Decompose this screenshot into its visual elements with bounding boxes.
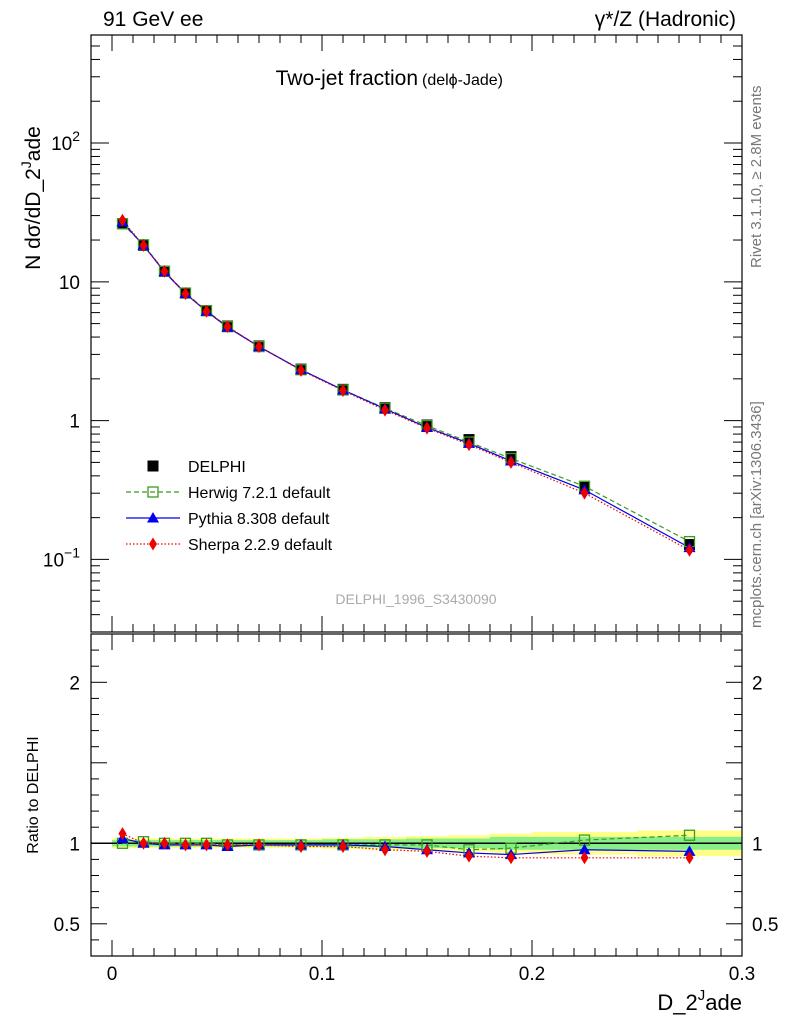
sherpa-point-7 <box>297 363 305 377</box>
sherpa-ratio-point-1 <box>139 836 148 850</box>
axis-ticks <box>90 34 743 957</box>
ratio-y-tick-label: 0.5 <box>54 915 80 936</box>
ratio-y-tick-label: 2 <box>69 673 80 694</box>
ratio-y-tick-label-right: 0.5 <box>752 915 778 936</box>
rivet-version-label: Rivet 3.1.10, ≥ 2.8M events <box>748 85 765 269</box>
ratio-y-tick-label: 1 <box>69 834 80 855</box>
x-axis-label: D_2Jade <box>657 987 742 1015</box>
sherpa-ratio-point-6 <box>255 838 263 852</box>
sherpa-point-9 <box>381 403 389 417</box>
chart-title: Two-jet fraction <box>276 67 418 90</box>
sherpa-ratio-point-9 <box>381 843 389 857</box>
ratio-y-axis-label: Ratio to DELPHI <box>25 736 42 853</box>
sherpa-point-6 <box>255 340 263 354</box>
sherpa-point-5 <box>223 320 232 334</box>
herwig-ratio-point-14 <box>683 829 696 841</box>
legend-marker-0 <box>147 460 159 472</box>
x-tick-label: 0.2 <box>519 964 545 985</box>
sherpa-point-0 <box>118 213 127 227</box>
axis-tick-labels: 0 0.1 0.2 0.3 10−1 1 10 102 0.5 0.5 1 1 2 2 <box>43 128 779 985</box>
sherpa-point-12 <box>507 455 515 469</box>
sherpa-point-14 <box>685 543 694 557</box>
sherpa-point-1 <box>139 238 148 252</box>
legend: DELPHI Herwig 7.2.1 default Pythia 8.308 d… <box>126 459 333 554</box>
sherpa-ratio-point-13 <box>580 851 589 865</box>
y-tick-label: 102 <box>51 128 80 155</box>
sherpa-point-10 <box>423 421 431 435</box>
y-tick-label: 10 <box>59 273 80 294</box>
x-tick-label: 0.3 <box>729 964 755 985</box>
sherpa-point-13 <box>580 486 589 500</box>
legend-label-0: DELPHI <box>188 459 246 476</box>
sherpa-ratio-point-5 <box>223 838 232 852</box>
sherpa-ratio-point-4 <box>202 838 211 852</box>
legend-marker-1 <box>147 486 159 498</box>
sherpa-ratio-point-11 <box>465 849 473 863</box>
x-tick-label: 0.1 <box>309 964 335 985</box>
sherpa-ratio-point-2 <box>160 836 169 850</box>
sherpa-point-2 <box>160 264 169 278</box>
sherpa-point-11 <box>465 438 473 452</box>
y-tick-label: 10−1 <box>43 544 80 571</box>
sherpa-ratio-point-14 <box>685 851 694 865</box>
sherpa-ratio-point-12 <box>507 851 515 865</box>
sherpa-point-8 <box>339 384 347 398</box>
series-markers <box>116 213 696 865</box>
legend-label-2: Pythia 8.308 default <box>188 511 330 528</box>
x-tick-label: 0 <box>107 964 118 985</box>
sherpa-ratio-point-8 <box>339 840 347 854</box>
chart-subtitle: (delϕ-Jade) <box>422 72 503 89</box>
y-tick-label: 1 <box>69 412 80 433</box>
legend-label-1: Herwig 7.2.1 default <box>188 485 331 502</box>
ratio-y-tick-label-right: 1 <box>752 834 763 855</box>
sherpa-ratio-point-7 <box>297 840 305 854</box>
sherpa-point-4 <box>202 304 211 318</box>
mcplots-label: mcplots.cern.ch [arXiv:1306.3436] <box>748 401 765 628</box>
watermark: DELPHI_1996_S3430090 <box>335 591 496 607</box>
header-right: γ*/Z (Hadronic) <box>594 8 736 31</box>
legend-marker-3 <box>149 537 157 551</box>
main-frame <box>90 34 743 633</box>
ratio-y-tick-label-right: 2 <box>752 673 763 694</box>
sherpa-ratio-point-0 <box>118 827 127 841</box>
ratio-frame <box>90 633 743 957</box>
y-axis-label: N dσ/dD_2Jade <box>18 126 45 270</box>
pythia-ratio-point-14 <box>683 845 696 856</box>
sherpa-point-3 <box>181 287 190 301</box>
sherpa-ratio-point-10 <box>423 844 431 858</box>
legend-label-3: Sherpa 2.2.9 default <box>188 537 333 554</box>
header-left: 91 GeV ee <box>103 8 204 31</box>
sherpa-ratio-point-3 <box>181 838 190 852</box>
pythia-ratio-point-13 <box>578 843 591 855</box>
legend-marker-2 <box>147 512 159 523</box>
